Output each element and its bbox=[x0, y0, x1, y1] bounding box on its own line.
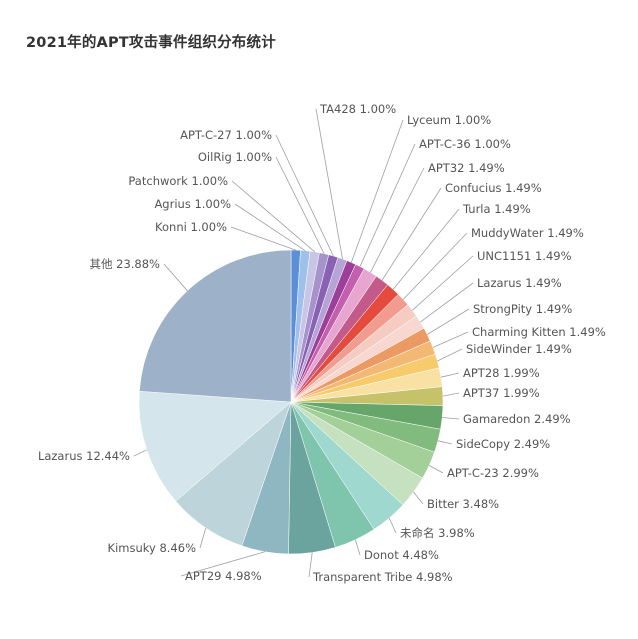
slice-label: 其他 23.88% bbox=[89, 257, 160, 271]
slice-label: TA428 1.00% bbox=[319, 102, 396, 116]
leader-line bbox=[402, 232, 468, 300]
slice-label: Konni 1.00% bbox=[155, 220, 227, 234]
slice-label: APT-C-23 2.99% bbox=[447, 466, 539, 480]
leader-line bbox=[437, 348, 463, 362]
slice-label: StrongPity 1.49% bbox=[473, 302, 572, 316]
leader-line bbox=[315, 108, 343, 260]
leader-line bbox=[199, 527, 207, 549]
leader-line bbox=[388, 517, 397, 534]
leader-line bbox=[370, 167, 425, 273]
slice-label: SideWinder 1.49% bbox=[466, 342, 572, 356]
leader-line bbox=[275, 134, 334, 257]
slice-labels: Konni 1.00% Agrius 1.00% Patchwork 1.00% Oi… bbox=[38, 102, 606, 584]
pie-slices bbox=[138, 249, 444, 555]
leader-line bbox=[350, 119, 404, 263]
slice-label: APT29 4.98% bbox=[185, 569, 262, 583]
leader-line bbox=[133, 449, 147, 457]
leader-line bbox=[163, 263, 188, 292]
slice-label: Lazarus 1.49% bbox=[477, 276, 562, 290]
slice-label: Agrius 1.00% bbox=[154, 197, 231, 211]
leader-line bbox=[412, 255, 474, 311]
leader-line bbox=[426, 308, 470, 335]
slice-label: MuddyWater 1.49% bbox=[471, 226, 584, 240]
leader-line bbox=[354, 539, 361, 556]
leader-line bbox=[428, 465, 444, 474]
slice-label: APT28 1.99% bbox=[463, 366, 540, 380]
slice-label: Lyceum 1.00% bbox=[407, 113, 491, 127]
leader-line bbox=[432, 331, 469, 348]
slice-label: Turla 1.49% bbox=[462, 202, 531, 216]
slice-label: Kimsuky 8.46% bbox=[108, 541, 197, 555]
slice-label: APT37 1.99% bbox=[463, 386, 540, 400]
leader-line bbox=[420, 282, 474, 323]
slice-label: APT-C-36 1.00% bbox=[419, 137, 511, 151]
leader-line bbox=[440, 372, 460, 378]
leader-line bbox=[392, 208, 460, 290]
leader-line bbox=[234, 203, 306, 252]
leader-line bbox=[180, 551, 266, 577]
slice-label: Lazarus 12.44% bbox=[38, 449, 130, 463]
chart-title: 2021年的APT攻击事件组织分布统计 bbox=[26, 35, 276, 51]
slice-label: Transparent Tribe 4.98% bbox=[312, 570, 453, 584]
slice-label: APT32 1.49% bbox=[428, 161, 505, 175]
slice-label: APT-C-27 1.00% bbox=[180, 128, 272, 142]
slice-label: 未命名 3.98% bbox=[400, 526, 475, 540]
slice-label: Charming Kitten 1.49% bbox=[472, 325, 606, 339]
leader-line bbox=[231, 180, 316, 253]
pie-slice bbox=[139, 249, 292, 403]
leader-lines bbox=[133, 108, 474, 578]
pie-slice bbox=[138, 390, 292, 502]
slice-label: UNC1151 1.49% bbox=[477, 249, 572, 263]
slice-label: SideCopy 2.49% bbox=[456, 437, 550, 451]
leader-line bbox=[442, 392, 460, 397]
slice-label: OilRig 1.00% bbox=[198, 150, 272, 164]
slice-label: Gamaredon 2.49% bbox=[463, 412, 571, 426]
leader-line bbox=[359, 143, 416, 267]
slice-label: Confucius 1.49% bbox=[445, 181, 542, 195]
leader-line bbox=[442, 417, 460, 420]
slice-label: Donot 4.48% bbox=[364, 548, 439, 562]
leader-line bbox=[381, 187, 442, 281]
leader-line bbox=[275, 156, 325, 254]
leader-line bbox=[308, 552, 313, 578]
leader-line bbox=[413, 491, 424, 505]
slice-label: Patchwork 1.00% bbox=[128, 174, 228, 188]
slice-label: Bitter 3.48% bbox=[427, 497, 499, 511]
leader-line bbox=[230, 226, 296, 251]
leader-line bbox=[437, 440, 453, 445]
